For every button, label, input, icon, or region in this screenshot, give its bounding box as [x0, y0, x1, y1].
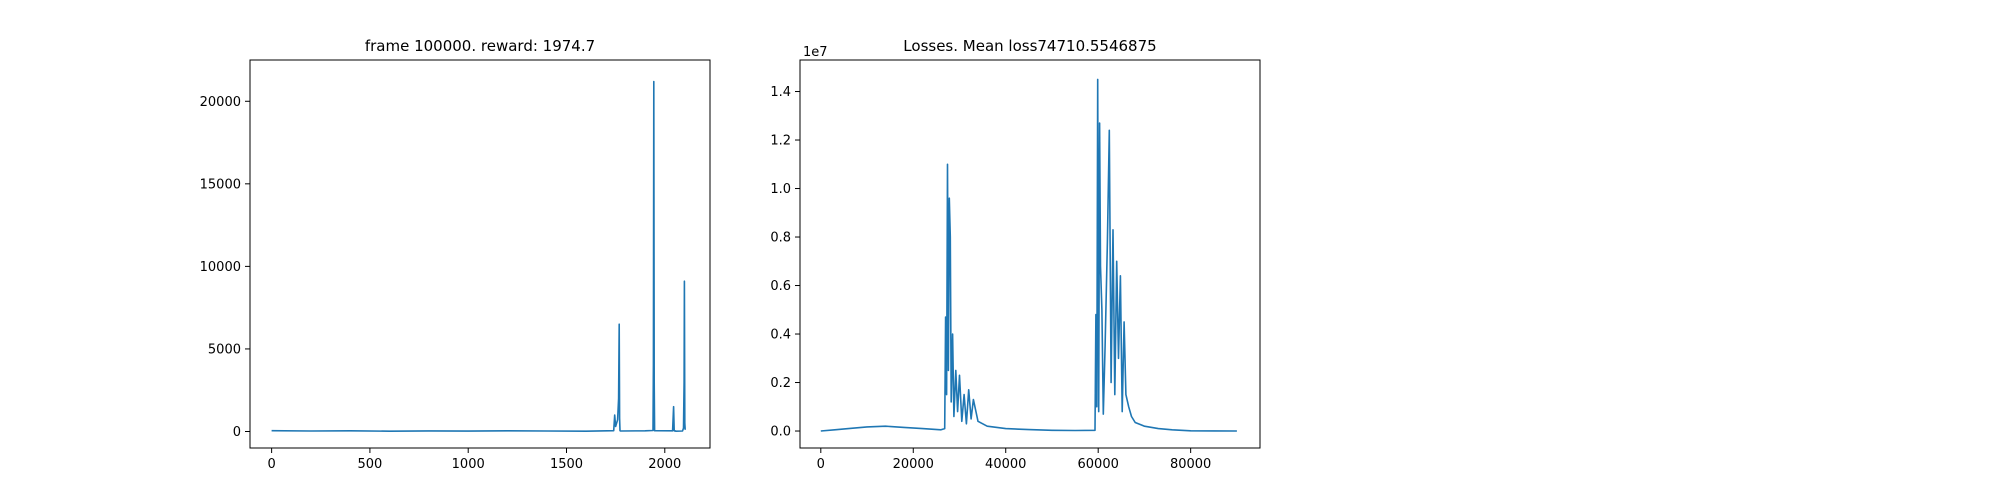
reward-plot-frame: [249, 59, 711, 449]
losses-ticks: 0 20000 40000 60000 80000 0.0 0.2 0.4 0.6 0.8 1.0 1…: [770, 85, 1211, 472]
losses-y-tick-label-6: 1.2: [770, 134, 791, 149]
reward-series-layer: [271, 80, 686, 433]
reward-y-tick-label-1: 5000: [208, 342, 241, 357]
reward-y-tick-label-4: 20000: [200, 95, 241, 110]
reward-y-tick-label-3: 15000: [200, 177, 241, 192]
losses-chart: Losses. Mean loss74710.5546875 1e7 0 2000…: [770, 37, 1261, 472]
losses-series-layer: [820, 78, 1237, 432]
losses-y-tick-label-1: 0.2: [770, 376, 791, 391]
losses-x-tick-label-4: 80000: [1170, 457, 1211, 472]
losses-y-tick-label-7: 1.4: [770, 85, 791, 100]
reward-x-tick-label-4: 2000: [648, 457, 681, 472]
reward-chart: frame 100000. reward: 1974.7 0 500 1000 150…: [200, 37, 711, 472]
reward-x-tick-label-1: 500: [358, 457, 383, 472]
losses-y-tick-label-5: 1.0: [770, 182, 791, 197]
reward-y-tick-label-2: 10000: [200, 260, 241, 275]
losses-x-tick-label-1: 20000: [893, 457, 934, 472]
losses-y-tick-label-3: 0.6: [770, 279, 791, 294]
losses-plot-frame: [799, 59, 1261, 449]
reward-x-tick-label-2: 1000: [452, 457, 485, 472]
losses-x-tick-label-3: 60000: [1078, 457, 1119, 472]
losses-y-tick-label-4: 0.8: [770, 231, 791, 246]
reward-y-tick-label-0: 0: [233, 425, 241, 440]
reward-series-line-0: [271, 80, 686, 433]
losses-x-tick-label-2: 40000: [985, 457, 1026, 472]
losses-y-tick-label-0: 0.0: [770, 425, 791, 440]
losses-y-tick-label-2: 0.4: [770, 328, 791, 343]
losses-x-tick-label-0: 0: [817, 457, 825, 472]
reward-chart-title: frame 100000. reward: 1974.7: [365, 37, 595, 55]
reward-x-tick-label-0: 0: [267, 457, 275, 472]
reward-x-tick-label-3: 1500: [550, 457, 583, 472]
losses-series-line-0: [820, 78, 1237, 432]
losses-chart-title: Losses. Mean loss74710.5546875: [903, 37, 1156, 55]
losses-y-offset-label: 1e7: [803, 45, 828, 60]
